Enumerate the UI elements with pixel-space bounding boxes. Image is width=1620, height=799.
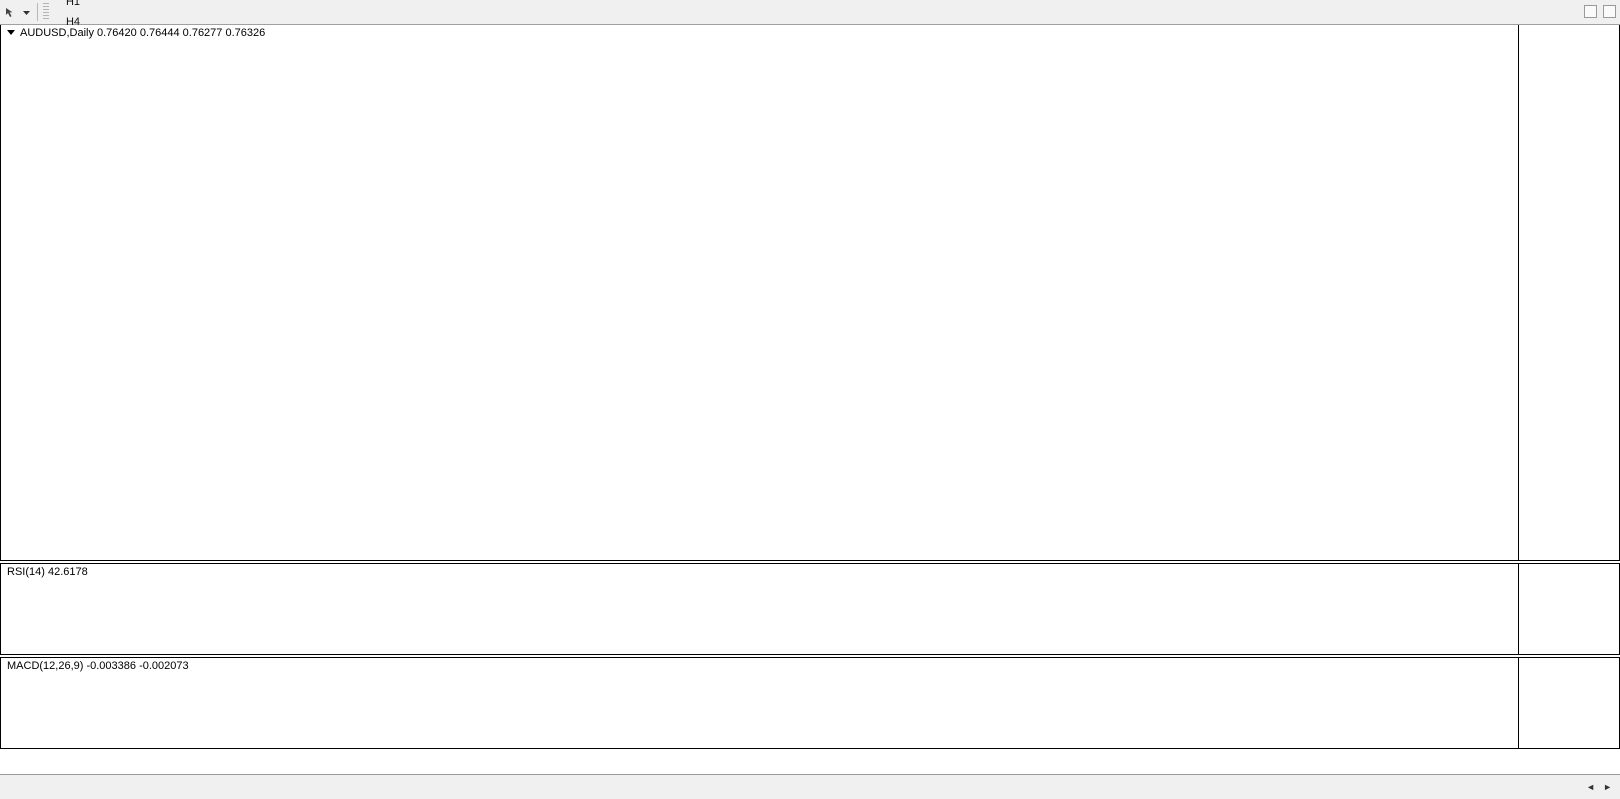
macd-data-window: MACD(12,26,9) -0.003386 -0.002073 (5, 660, 191, 672)
date-axis (0, 751, 1620, 771)
price-data-window: AUDUSD,Daily 0.76420 0.76444 0.76277 0.7… (5, 27, 268, 39)
macd-panel[interactable]: MACD(12,26,9) -0.003386 -0.002073 (0, 657, 1620, 749)
rsi-data-window: RSI(14) 42.6178 (5, 566, 90, 578)
tab-next-button[interactable]: ► (1603, 782, 1612, 792)
price-scale[interactable] (1518, 25, 1619, 560)
chart-frame: AUDUSD,Daily 0.76420 0.76444 0.76277 0.7… (0, 25, 1620, 774)
price-chart-panel[interactable]: AUDUSD,Daily 0.76420 0.76444 0.76277 0.7… (0, 25, 1620, 561)
collapse-arrow-icon[interactable] (7, 30, 15, 35)
rsi-scale (1518, 564, 1619, 654)
timeframe-h1[interactable]: H1 (65, 0, 81, 8)
rsi-panel[interactable]: RSI(14) 42.6178 (0, 563, 1620, 655)
toolbar-right-buttons (1584, 5, 1616, 18)
chart-tab-bar: ◄ ► (0, 774, 1620, 799)
rsi-plot-area[interactable] (2, 565, 1518, 653)
chevron-down-icon[interactable] (18, 3, 34, 21)
window-button-2[interactable] (1603, 5, 1616, 18)
price-data-window-text: AUDUSD,Daily 0.76420 0.76444 0.76277 0.7… (20, 27, 266, 39)
window-button-1[interactable] (1584, 5, 1597, 18)
price-plot-area[interactable] (2, 26, 1518, 559)
tab-prev-button[interactable]: ◄ (1586, 782, 1596, 792)
macd-plot-area[interactable] (2, 659, 1518, 747)
cursor-icon[interactable] (2, 3, 18, 21)
toolbar-grip[interactable] (43, 3, 49, 21)
macd-scale (1518, 658, 1619, 748)
top-toolbar: M1M5M15M30H1H4D1W1MN (0, 0, 1620, 112)
